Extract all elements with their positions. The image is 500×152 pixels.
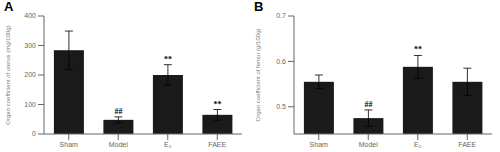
svg-text:FAEE: FAEE	[458, 141, 476, 148]
svg-text:0: 0	[32, 130, 36, 137]
html-text:B: B	[254, 0, 264, 14]
svg-text:0.7: 0.7	[276, 12, 286, 19]
html-text:A: A	[4, 0, 14, 14]
svg-text:Organ coefficient of femur (g/: Organ coefficient of femur (g/100g)	[255, 29, 261, 122]
svg-text:0.6: 0.6	[276, 58, 286, 65]
svg-text:##: ##	[114, 107, 122, 116]
svg-text:E₂: E₂	[164, 141, 172, 148]
svg-text:Model: Model	[359, 141, 379, 148]
svg-text:100: 100	[24, 101, 36, 108]
svg-text:**: **	[164, 55, 172, 64]
svg-text:0.5: 0.5	[276, 103, 286, 110]
svg-text:200: 200	[24, 71, 36, 78]
svg-text:Sham: Sham	[60, 141, 78, 148]
svg-text:300: 300	[24, 42, 36, 49]
svg-text:**: **	[213, 100, 221, 109]
svg-text:Organ coefficient of uterus (m: Organ coefficient of uterus (mg/100g)	[8, 25, 11, 124]
svg-text:Sham: Sham	[310, 141, 328, 148]
svg-text:E₂: E₂	[414, 141, 422, 148]
svg-text:Model: Model	[109, 141, 129, 148]
svg-text:FAEE: FAEE	[208, 141, 226, 148]
svg-text:##: ##	[364, 100, 372, 109]
svg-text:**: **	[414, 45, 422, 54]
svg-text:400: 400	[24, 12, 36, 19]
